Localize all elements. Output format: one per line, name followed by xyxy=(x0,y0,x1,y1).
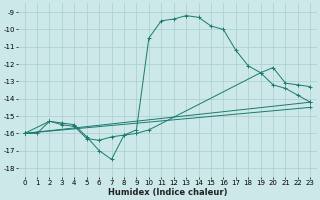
X-axis label: Humidex (Indice chaleur): Humidex (Indice chaleur) xyxy=(108,188,227,197)
